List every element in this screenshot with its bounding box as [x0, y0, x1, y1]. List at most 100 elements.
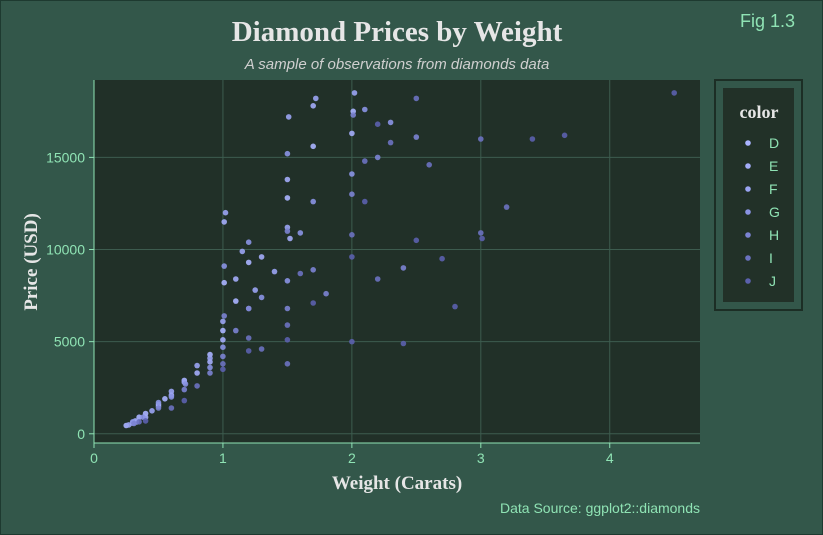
data-point-g: [182, 381, 189, 387]
data-point-f: [149, 408, 155, 414]
data-point-i: [426, 162, 433, 168]
legend-label-d: D: [769, 135, 779, 151]
data-points: [123, 90, 677, 429]
data-point-f: [222, 209, 229, 216]
data-point-f: [207, 355, 213, 362]
data-point-f: [168, 388, 175, 395]
data-source-caption: Data Source: ggplot2::diamonds: [500, 500, 700, 516]
data-point-g: [297, 230, 304, 236]
x-tick-label: 1: [219, 450, 227, 466]
y-tick-label: 0: [77, 426, 85, 442]
data-point-g: [220, 344, 226, 351]
data-point-i: [387, 139, 394, 146]
data-point-i: [297, 270, 304, 277]
x-tick-label: 4: [606, 450, 614, 466]
legend-key-j: [745, 278, 751, 284]
legend-key-f: [745, 186, 751, 192]
x-tick-label: 2: [348, 450, 356, 466]
data-point-e: [194, 370, 200, 376]
data-point-e: [233, 276, 239, 282]
data-point-i: [245, 335, 252, 341]
data-point-h: [323, 290, 329, 297]
y-axis-title: Price (USD): [21, 213, 42, 311]
data-point-g: [168, 394, 175, 400]
data-point-g: [284, 150, 291, 157]
data-point-j: [310, 300, 317, 306]
data-point-j: [284, 337, 291, 343]
data-point-g: [258, 294, 265, 301]
data-point-i: [503, 204, 510, 210]
x-tick-label: 0: [90, 450, 98, 466]
x-axis-ticks: 0 1 2 3 4: [90, 443, 614, 466]
data-point-h: [220, 353, 226, 360]
data-point-e: [349, 130, 355, 137]
data-point-f: [313, 95, 319, 102]
data-point-i: [374, 276, 381, 282]
figure-label: Fig 1.3: [740, 11, 795, 31]
data-point-i: [258, 346, 265, 352]
data-point-h: [221, 313, 227, 319]
x-tick-label: 3: [477, 450, 485, 466]
data-point-i: [349, 232, 355, 238]
legend-key-d: [745, 140, 751, 146]
data-point-f: [351, 90, 358, 96]
data-point-f: [220, 318, 226, 325]
data-point-g: [245, 239, 252, 245]
data-point-d: [284, 195, 291, 201]
data-point-f: [285, 114, 292, 120]
data-point-j: [671, 90, 677, 96]
legend-label-e: E: [769, 158, 778, 174]
y-axis-ticks: 0 5000 10000 15000: [46, 149, 94, 442]
data-point-h: [413, 134, 420, 140]
chart-subtitle: A sample of observations from diamonds d…: [244, 56, 550, 73]
legend-key-h: [745, 232, 751, 238]
data-point-g: [207, 364, 213, 371]
data-point-h: [284, 228, 291, 234]
data-point-h: [310, 267, 317, 273]
data-point-g: [387, 119, 394, 126]
data-point-f: [194, 362, 200, 369]
data-point-f: [239, 248, 246, 255]
data-point-e: [310, 103, 317, 109]
data-point-d: [136, 414, 142, 421]
legend-label-g: G: [769, 204, 780, 220]
data-point-j: [374, 121, 381, 127]
data-point-i: [136, 419, 142, 425]
data-point-e: [284, 176, 291, 183]
data-point-d: [245, 259, 252, 266]
data-point-d: [221, 279, 227, 286]
data-point-h: [400, 265, 407, 271]
chart-title: Diamond Prices by Weight: [232, 16, 563, 48]
legend-label-f: F: [769, 181, 778, 197]
data-point-h: [284, 305, 291, 312]
data-point-j: [529, 136, 536, 142]
data-point-d: [233, 298, 239, 304]
data-point-j: [362, 198, 368, 205]
data-point-f: [126, 422, 132, 428]
data-point-g: [221, 263, 227, 269]
data-point-i: [194, 383, 200, 389]
data-point-j: [413, 237, 420, 244]
data-point-h: [207, 370, 213, 376]
data-point-j: [220, 366, 226, 373]
legend-box: [723, 88, 794, 302]
data-point-h: [155, 405, 162, 411]
data-point-i: [284, 361, 291, 367]
data-point-h: [233, 327, 239, 334]
data-point-h: [245, 305, 252, 312]
data-point-h: [131, 420, 137, 427]
y-tick-label: 15000: [46, 149, 85, 165]
data-point-e: [221, 219, 227, 225]
data-point-j: [245, 348, 252, 354]
data-point-i: [478, 136, 484, 142]
data-point-d: [220, 327, 226, 334]
data-point-g: [284, 278, 291, 284]
data-point-i: [362, 158, 368, 164]
data-point-f: [271, 268, 278, 275]
data-point-d: [162, 396, 168, 402]
legend-key-e: [745, 163, 751, 169]
legend-key-g: [745, 209, 751, 215]
data-point-j: [349, 338, 355, 345]
